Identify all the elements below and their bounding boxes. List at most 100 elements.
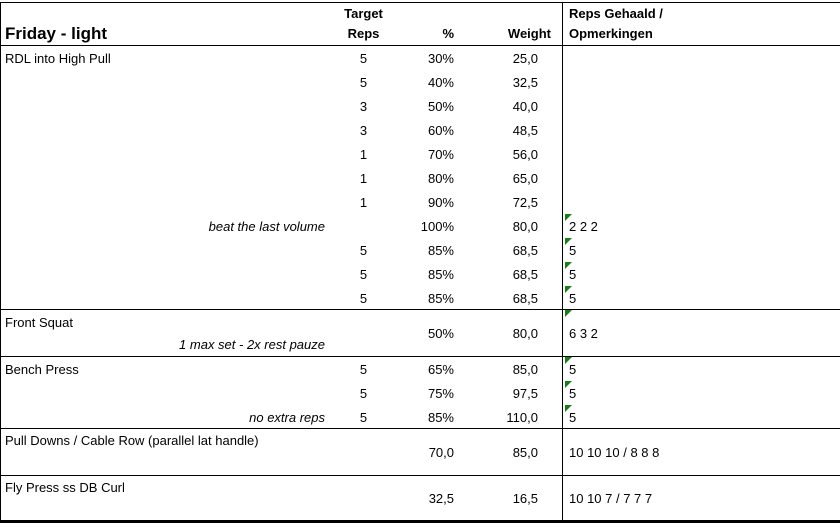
weight-cell[interactable]: 25,0 — [512, 50, 538, 66]
weight-cell[interactable]: 68,5 — [512, 290, 538, 306]
target-reps-cell[interactable] — [328, 214, 399, 238]
exercise-name-cell[interactable] — [1, 142, 328, 166]
reps-gehaald-value: 5 — [569, 242, 577, 258]
weight-cell[interactable]: 68,5 — [512, 266, 538, 282]
exercise-name-cell[interactable] — [1, 381, 328, 405]
exercise-name-cell[interactable]: Bench Press — [5, 361, 79, 377]
target-reps-cell[interactable]: 5 — [359, 385, 368, 401]
target-reps-cell[interactable]: 1 — [359, 170, 368, 186]
weight-cell[interactable]: 85,0 — [512, 444, 538, 460]
target-reps-cell[interactable]: 5 — [359, 74, 368, 90]
percent-cell[interactable]: 85% — [427, 242, 454, 258]
percent-cell[interactable]: 85% — [427, 409, 454, 425]
exercise-name-cell[interactable]: RDL into High Pull — [5, 50, 111, 66]
reps-gehaald-cell[interactable]: 6 3 2 — [564, 310, 840, 356]
percent-cell[interactable]: 50% — [427, 325, 454, 341]
exercise-name-cell[interactable] — [1, 94, 328, 118]
target-reps-cell[interactable] — [328, 476, 399, 520]
header-reps-gehaald-cell[interactable]: Reps Gehaald / Opmerkingen — [564, 3, 840, 45]
weight-cell[interactable]: 40,0 — [512, 98, 538, 114]
percent-cell[interactable]: 100% — [420, 218, 454, 234]
exercise-name-cell[interactable]: Pull Downs / Cable Row (parallel lat han… — [5, 433, 259, 448]
target-reps-cell[interactable]: 1 — [359, 194, 368, 210]
target-reps-cell[interactable]: 5 — [359, 290, 368, 306]
weight-cell[interactable]: 85,0 — [512, 361, 538, 377]
weight-cell[interactable]: 97,5 — [512, 385, 538, 401]
exercise-name-cell[interactable]: Fly Press ss DB Curl — [5, 480, 125, 495]
weight-cell[interactable]: 72,5 — [512, 194, 538, 210]
reps-gehaald-value: 5 — [569, 385, 577, 401]
header-reps-line1: Reps Gehaald / — [569, 6, 663, 21]
percent-cell[interactable]: 70% — [427, 146, 454, 162]
reps-gehaald-cell[interactable] — [564, 94, 840, 118]
reps-gehaald-cell[interactable] — [564, 190, 840, 214]
reps-gehaald-cell[interactable]: 2 2 2 — [564, 214, 840, 238]
reps-gehaald-cell[interactable] — [564, 166, 840, 190]
reps-gehaald-cell[interactable]: 10 10 7 / 7 7 7 — [569, 490, 653, 506]
target-reps-cell[interactable]: 5 — [359, 409, 368, 425]
percent-cell[interactable]: 90% — [427, 194, 454, 210]
reps-gehaald-cell[interactable] — [564, 118, 840, 142]
reps-gehaald-cell[interactable]: 10 10 10 / 8 8 8 — [569, 444, 660, 460]
exercise-note-cell[interactable]: no extra reps — [249, 409, 325, 425]
page-title-cell[interactable]: Friday - light — [5, 24, 107, 43]
target-reps-cell[interactable]: 5 — [359, 50, 368, 66]
target-reps-cell[interactable]: 5 — [359, 242, 368, 258]
exercise-name-cell[interactable] — [1, 190, 328, 214]
exercise-name-cell[interactable] — [1, 238, 328, 262]
header-weight-cell[interactable]: Weight — [507, 26, 551, 41]
exercise-note-cell[interactable]: beat the last volume — [208, 218, 325, 234]
cell-corner-flag-icon — [565, 357, 572, 364]
weight-cell[interactable]: 16,5 — [512, 490, 538, 506]
exercise-name-cell[interactable] — [1, 70, 328, 94]
percent-cell[interactable]: 32,5 — [428, 490, 454, 506]
target-reps-cell[interactable]: 1 — [359, 146, 368, 162]
header-target-reps-cell[interactable]: Target Reps — [328, 3, 399, 45]
exercise-name-cell[interactable] — [1, 118, 328, 142]
reps-gehaald-cell[interactable]: 5 — [564, 381, 840, 405]
exercise-name-cell[interactable] — [1, 262, 328, 286]
weight-cell[interactable]: 68,5 — [512, 242, 538, 258]
percent-cell[interactable]: 60% — [427, 122, 454, 138]
percent-cell[interactable]: 65% — [427, 361, 454, 377]
percent-cell[interactable]: 50% — [427, 98, 454, 114]
percent-cell[interactable]: 70,0 — [428, 444, 454, 460]
reps-gehaald-cell[interactable]: 5 — [564, 357, 840, 381]
exercise-name-cell[interactable] — [1, 166, 328, 190]
weight-cell[interactable]: 32,5 — [512, 74, 538, 90]
reps-gehaald-cell[interactable]: 5 — [564, 238, 840, 262]
weight-cell[interactable]: 56,0 — [512, 146, 538, 162]
cell-corner-flag-icon — [565, 262, 572, 269]
exercise-section-fly-press-db-curl: Fly Press ss DB Curl 32,5 16,5 10 10 7 /… — [0, 476, 840, 520]
set-row: 5 75% 97,5 5 — [1, 381, 840, 405]
reps-gehaald-cell[interactable] — [564, 70, 840, 94]
header-percent-cell[interactable]: % — [442, 26, 454, 41]
percent-cell[interactable]: 30% — [427, 50, 454, 66]
target-reps-cell[interactable] — [328, 310, 399, 356]
weight-cell[interactable]: 65,0 — [512, 170, 538, 186]
percent-cell[interactable]: 75% — [427, 385, 454, 401]
set-row: 1 70% 56,0 — [1, 142, 840, 166]
target-reps-cell[interactable]: 5 — [359, 266, 368, 282]
percent-cell[interactable]: 85% — [427, 266, 454, 282]
reps-gehaald-value: 5 — [569, 290, 577, 306]
percent-cell[interactable]: 85% — [427, 290, 454, 306]
exercise-name-cell[interactable]: Front Squat 1 max set - 2x rest pauze — [1, 310, 328, 356]
reps-gehaald-cell[interactable]: 5 — [564, 262, 840, 286]
reps-gehaald-cell[interactable] — [564, 46, 840, 70]
weight-cell[interactable]: 48,5 — [512, 122, 538, 138]
reps-gehaald-cell[interactable]: 5 — [564, 405, 840, 429]
target-reps-cell[interactable]: 3 — [359, 122, 368, 138]
reps-gehaald-cell[interactable] — [564, 142, 840, 166]
target-reps-cell[interactable] — [328, 429, 399, 475]
weight-cell[interactable]: 110,0 — [506, 409, 538, 425]
weight-cell[interactable]: 80,0 — [512, 325, 538, 341]
exercise-name-cell[interactable] — [1, 286, 328, 310]
percent-cell[interactable]: 80% — [427, 170, 454, 186]
set-row: beat the last volume 100% 80,0 2 2 2 — [1, 214, 840, 238]
target-reps-cell[interactable]: 5 — [359, 361, 368, 377]
target-reps-cell[interactable]: 3 — [359, 98, 368, 114]
weight-cell[interactable]: 80,0 — [512, 218, 538, 234]
reps-gehaald-cell[interactable]: 5 — [564, 286, 840, 310]
percent-cell[interactable]: 40% — [427, 74, 454, 90]
